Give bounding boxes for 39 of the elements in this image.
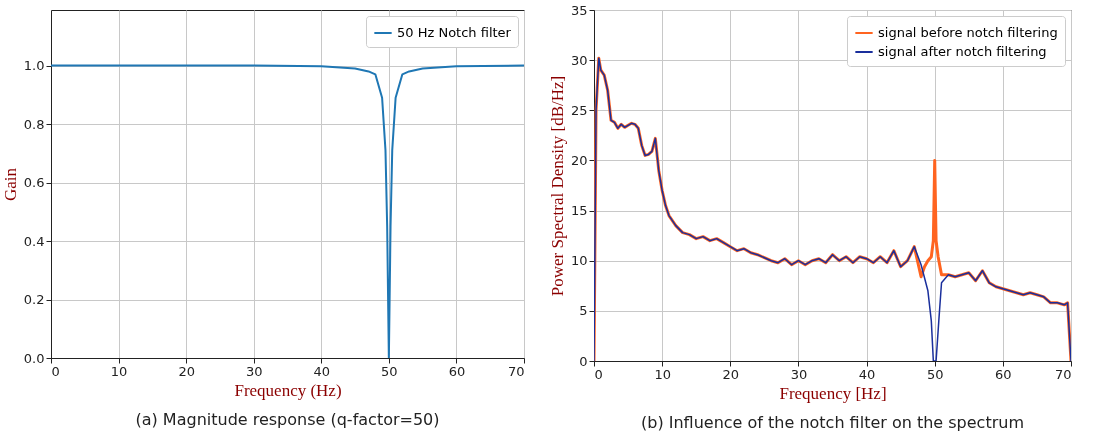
y-tick-label: 0 (579, 353, 588, 369)
y-tick-label: 30 (570, 52, 588, 68)
x-tick-label: 50 (926, 366, 944, 382)
x-tick-label: 40 (858, 366, 876, 382)
x-tick-label: 20 (178, 363, 195, 379)
text: (a) Magnitude response (q-factor=50) (135, 410, 440, 429)
x-tick-label: 10 (110, 363, 128, 379)
x-tick-label: 60 (995, 366, 1012, 382)
legend-label: signal after notch filtering (878, 44, 1047, 59)
x-tick-label: 0 (51, 363, 60, 379)
y-tick-label: 0.0 (23, 350, 45, 366)
y-tick-label: 1.0 (23, 58, 45, 74)
y-tick-label: 25 (570, 102, 588, 118)
y-axis-title: Gain (0, 167, 20, 202)
y-tick-label: 15 (570, 203, 588, 219)
x-tick-label: 40 (313, 363, 331, 379)
y-axis-title: Power Spectral Density [dB/Hz] (547, 75, 567, 297)
x-axis-title: Frequency (Hz) (234, 380, 342, 400)
x-tick-label: 50 (381, 363, 398, 379)
y-tick-label: 0.4 (23, 233, 45, 249)
x-tick-label: 60 (448, 363, 466, 379)
x-tick-label: 30 (790, 366, 808, 382)
x-axis-title: Frequency [Hz] (779, 383, 887, 403)
legend-label: 50 Hz Notch filter (397, 25, 512, 40)
x-tick-label: 70 (1054, 366, 1072, 382)
legend-label: signal before notch filtering (878, 25, 1058, 40)
x-tick-label: 30 (245, 363, 263, 379)
y-tick-label: 0.2 (23, 292, 45, 308)
y-tick-label: 35 (570, 2, 588, 18)
x-tick-label: 0 (594, 366, 603, 382)
text: (b) Influence of the notch filter on the spectrum (641, 413, 1024, 432)
x-tick-label: 10 (654, 366, 671, 382)
x-tick-label: 70 (507, 363, 525, 379)
x-tick-label: 20 (722, 366, 740, 382)
y-tick-label: 0.6 (23, 175, 45, 191)
y-tick-label: 0.8 (23, 116, 45, 132)
y-tick-label: 10 (570, 253, 588, 269)
y-tick-label: 5 (579, 303, 588, 319)
y-tick-label: 20 (570, 152, 588, 168)
